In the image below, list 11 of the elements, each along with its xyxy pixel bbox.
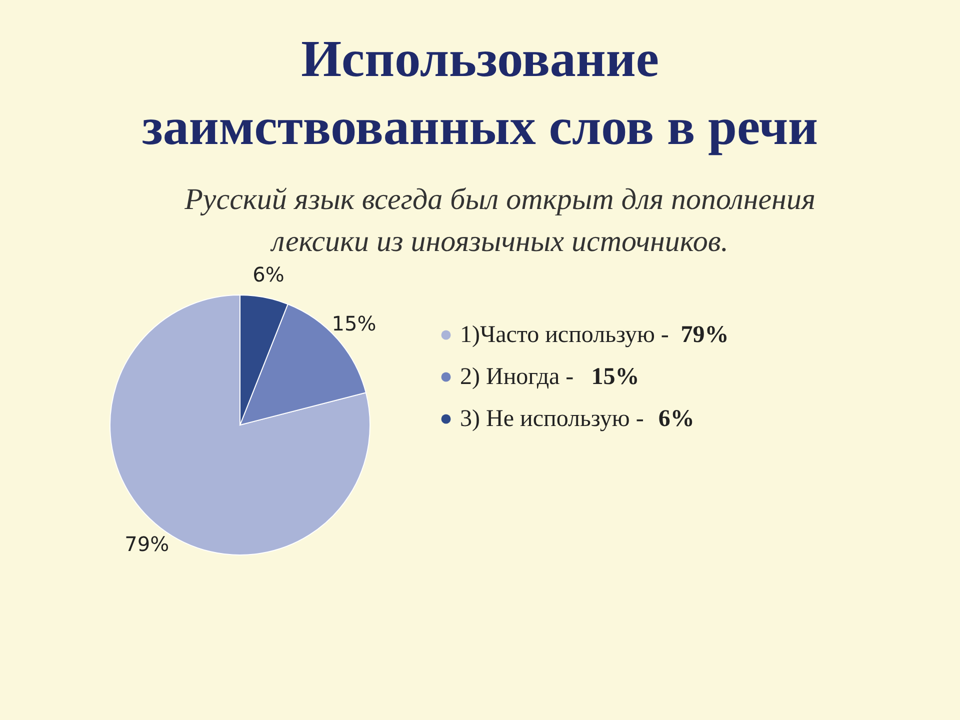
text: 15%: [591, 364, 640, 390]
data-label: 79%: [124, 532, 170, 556]
legend-label: 1)Часто использую -: [460, 322, 669, 348]
chart-subtitle: Русский язык всегда был открыт для пополнения лексики из иноязычных источников.: [184, 183, 816, 258]
data-label: 6%: [252, 262, 284, 287]
legend-label: 2) Иногда -: [460, 364, 574, 390]
text: 79%: [680, 322, 729, 348]
data-label: 15%: [332, 311, 376, 336]
text: 6%: [658, 406, 694, 432]
legend-label: 3) Не использую -: [460, 406, 644, 432]
chart-title: Использование заимствованных слов в речи: [142, 31, 818, 156]
